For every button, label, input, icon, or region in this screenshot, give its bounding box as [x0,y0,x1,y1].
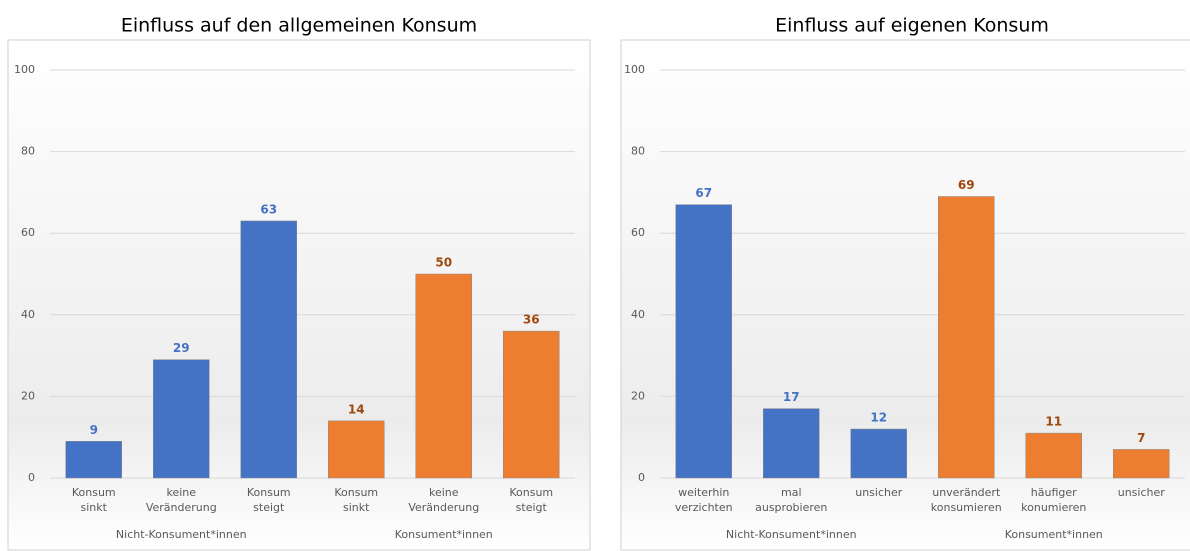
bar [938,196,995,479]
x-tick-label: unsicher [855,486,903,499]
x-tick-label-line: sinkt [81,501,108,514]
x-tick-label-line: Konsum [247,486,291,499]
x-tick-label-line: Veränderung [408,501,479,514]
group-label: Nicht-Konsument*innen [726,528,857,541]
x-tick-label-line: häufiger [1031,486,1077,499]
x-tick-label: mal ausprobieren [755,486,827,514]
x-tick-label-line: unverändert [932,486,1001,499]
x-tick-label: keine Veränderung [408,486,479,514]
value-label: 7 [1137,431,1145,445]
x-tick-label-line: konsumieren [931,501,1002,514]
x-tick-label: weiterhin verzichten [675,486,733,514]
x-tick-label: Konsum sinkt [72,486,116,514]
bar [240,220,297,479]
y-tick-label: 20 [21,389,35,402]
x-tick-label: keine Veränderung [146,486,217,514]
y-tick-label: 100 [14,63,35,76]
x-tick-label-line: mal [781,486,802,499]
group-label: Konsument*innen [1005,528,1103,541]
y-tick-label: 80 [21,145,35,158]
x-tick-label: Konsum steigt [247,486,291,514]
x-tick-label-line: unsicher [855,486,903,499]
value-label: 9 [90,423,98,437]
chart-title: Einfluss auf den allgemeinen Konsum [121,15,477,37]
x-tick-label-line: Konsum [334,486,378,499]
y-tick-label: 80 [631,145,645,158]
value-label: 17 [783,390,800,404]
x-tick-label-line: ausprobieren [755,501,827,514]
bar [1113,449,1170,479]
x-tick-label: unsicher [1118,486,1166,499]
value-label: 11 [1045,415,1062,429]
value-label: 69 [958,178,975,192]
x-tick-label-line: steigt [516,501,548,514]
x-tick-label-line: keine [429,486,459,499]
group-label: Konsument*innen [395,528,493,541]
bar [503,330,560,479]
y-tick-label: 60 [631,226,645,239]
y-tick-label: 100 [624,63,645,76]
x-tick-label-line: konumieren [1021,501,1086,514]
x-tick-label: häufiger konumieren [1021,486,1086,514]
y-tick-label: 60 [21,226,35,239]
value-label: 12 [870,411,887,425]
value-label: 29 [173,341,190,355]
value-label: 67 [695,186,712,200]
x-tick-label-line: Konsum [509,486,553,499]
x-tick-label-line: verzichten [675,501,733,514]
value-label: 63 [260,202,277,216]
bar [153,359,210,479]
y-tick-label: 0 [28,471,35,484]
x-tick-label-line: steigt [253,501,285,514]
x-tick-label-line: sinkt [343,501,370,514]
value-label: 50 [435,256,452,270]
x-tick-label-line: unsicher [1118,486,1166,499]
bar [850,428,907,479]
y-tick-label: 20 [631,389,645,402]
x-tick-label-line: Veränderung [146,501,217,514]
x-tick-label: unverändert konsumieren [931,486,1002,514]
x-tick-label-line: weiterhin [678,486,729,499]
bar [65,441,122,479]
bar [763,408,820,479]
bar [675,204,732,479]
y-tick-label: 0 [638,471,645,484]
x-tick-label: Konsum steigt [509,486,553,514]
y-tick-label: 40 [631,308,645,321]
value-label: 14 [348,402,365,416]
y-tick-label: 40 [21,308,35,321]
x-tick-label-line: keine [166,486,196,499]
value-label: 36 [523,313,540,327]
x-tick-label: Konsum sinkt [334,486,378,514]
bar [415,273,472,479]
bar [1025,432,1082,479]
bar [328,420,385,479]
chart-title: Einfluss auf eigenen Konsum [775,15,1049,37]
x-tick-label-line: Konsum [72,486,116,499]
group-label: Nicht-Konsument*innen [116,528,247,541]
